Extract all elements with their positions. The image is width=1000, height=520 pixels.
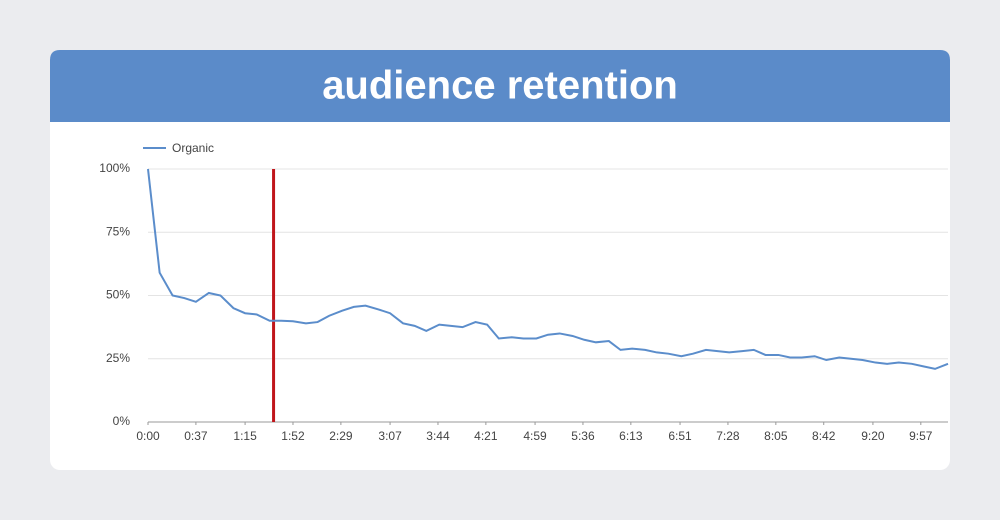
x-tick-label: 6:13 — [619, 429, 643, 443]
y-tick-label: 0% — [113, 414, 131, 428]
x-tick-label: 5:36 — [571, 429, 595, 443]
x-tick-label: 0:00 — [136, 429, 160, 443]
x-tick-label: 2:29 — [329, 429, 353, 443]
chart-title: audience retention — [322, 64, 678, 108]
x-tick-label: 8:42 — [812, 429, 836, 443]
x-tick-label: 6:51 — [668, 429, 692, 443]
header — [50, 50, 950, 122]
y-tick-label: 25% — [106, 351, 130, 365]
x-tick-label: 0:37 — [184, 429, 208, 443]
x-tick-label: 9:57 — [909, 429, 933, 443]
x-tick-label: 3:44 — [426, 429, 450, 443]
x-tick-label: 1:52 — [281, 429, 305, 443]
x-tick-label: 9:20 — [861, 429, 885, 443]
x-tick-label: 1:15 — [233, 429, 257, 443]
x-tick-label: 4:21 — [474, 429, 498, 443]
y-tick-label: 50% — [106, 288, 130, 302]
y-tick-label: 100% — [99, 161, 130, 175]
x-tick-label: 7:28 — [716, 429, 740, 443]
x-tick-label: 8:05 — [764, 429, 788, 443]
legend-label: Organic — [172, 141, 214, 155]
line — [147, 168, 949, 370]
y-tick-label: 75% — [106, 224, 130, 238]
x-tick-label: 4:59 — [523, 429, 547, 443]
x-tick-label: 3:07 — [378, 429, 402, 443]
